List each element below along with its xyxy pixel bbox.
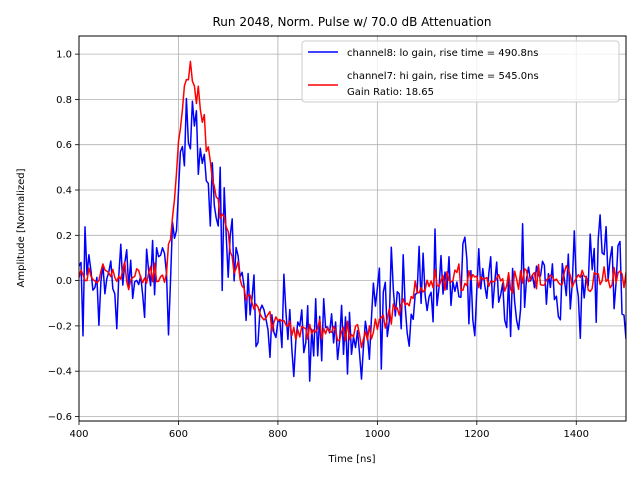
- x-tick-label: 600: [169, 429, 188, 440]
- y-tick-label: 1.0: [56, 50, 72, 61]
- legend: channel8: lo gain, rise time = 490.8ns c…: [301, 40, 620, 103]
- legend-gain-ratio: Gain Ratio: 18.65: [347, 87, 434, 98]
- x-tick-label: 1000: [365, 429, 390, 440]
- x-tick-label: 1200: [464, 429, 489, 440]
- y-tick-label: 0.2: [56, 231, 72, 242]
- y-tick-label: −0.4: [48, 367, 72, 378]
- series-line-channel7: [79, 60, 626, 349]
- x-tick-label: 400: [69, 429, 88, 440]
- x-axis-label: Time [ns]: [327, 454, 375, 465]
- legend-box: [301, 40, 620, 103]
- ticks: 400 600 800 1000 1200 1400 −0.6 −0.4 −0.2 0.0 0.2 0…: [48, 50, 589, 440]
- chart-title: Run 2048, Norm. Pulse w/ 70.0 dB Attenua…: [213, 15, 492, 29]
- y-tick-label: −0.6: [48, 412, 72, 423]
- y-tick-label: 0.4: [56, 186, 72, 197]
- legend-label-channel7: channel7: hi gain, rise time = 545.0ns: [347, 71, 539, 82]
- legend-label-channel8: channel8: lo gain, rise time = 490.8ns: [347, 48, 538, 59]
- plot-clip-area: [79, 60, 626, 382]
- series-layer: [79, 60, 626, 382]
- series-line-channel8: [79, 97, 626, 382]
- y-tick-label: 0.0: [56, 276, 72, 287]
- y-axis-label: Amplitude [Normalized]: [16, 168, 27, 287]
- x-tick-label: 1400: [564, 429, 589, 440]
- y-tick-label: −0.2: [48, 321, 72, 332]
- y-tick-label: 0.6: [56, 140, 72, 151]
- x-tick-label: 800: [268, 429, 287, 440]
- y-tick-label: 0.8: [56, 95, 72, 106]
- plot-frame: [78, 35, 627, 422]
